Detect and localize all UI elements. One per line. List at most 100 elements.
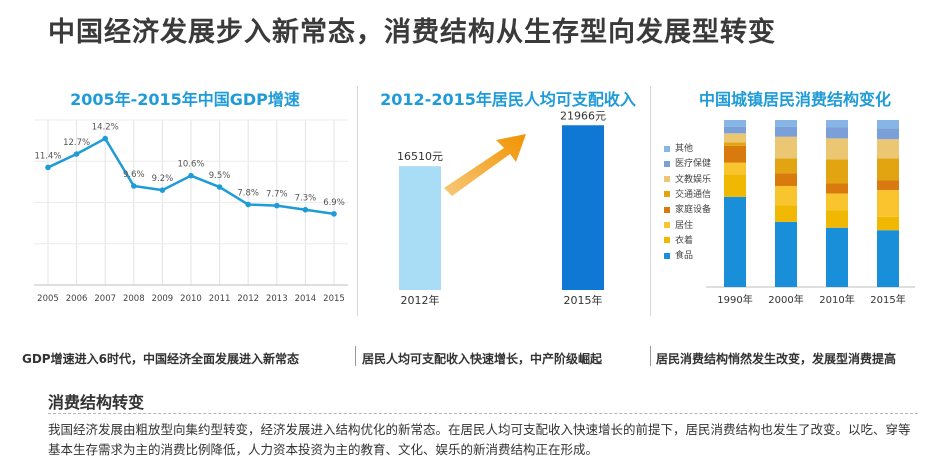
stack-segment-交通通信-2015年 — [877, 158, 899, 181]
caption-separator-2 — [650, 346, 651, 366]
legend-label: 交通通信 — [675, 189, 712, 200]
gdp-point-2006 — [73, 151, 80, 157]
growth-arrow-icon — [444, 134, 526, 196]
legend-item-文教娱乐: 文教娱乐 — [664, 172, 711, 185]
income-chart-title: 2012-2015年居民人均可支配收入 — [380, 90, 636, 109]
gdp-chart-title: 2005年-2015年中国GDP增速 — [70, 90, 300, 109]
gdp-x-tick-2011: 2011 — [209, 294, 231, 304]
legend-item-衣着: 衣着 — [664, 233, 693, 246]
consumption-chart-title: 中国城镇居民消费结构变化 — [698, 90, 891, 109]
stack-segment-衣着-1990年 — [724, 174, 746, 197]
stack-segment-家庭设备-1990年 — [724, 145, 746, 163]
stack-segment-其他-2000年 — [775, 120, 797, 127]
consumption-category-label-1990年: 1990年 — [717, 293, 752, 306]
gdp-x-tick-2008: 2008 — [123, 294, 145, 304]
legend-swatch — [664, 222, 670, 228]
gdp-x-tick-2005: 2005 — [37, 294, 59, 304]
legend-label: 其他 — [675, 144, 694, 154]
legend-item-医疗保健: 医疗保健 — [664, 156, 711, 169]
section-divider — [48, 413, 918, 414]
income-value-label-2015年: 21966元 — [560, 109, 606, 122]
page-title: 中国经济发展步入新常态，消费结构从生存型向发展型转变 — [48, 17, 776, 48]
gdp-x-tick-2014: 2014 — [295, 294, 317, 304]
stack-segment-居住-2000年 — [775, 185, 797, 206]
legend-label: 食品 — [675, 251, 694, 262]
gdp-point-label-2007: 14.2% — [92, 123, 119, 133]
stack-segment-文教娱乐-1990年 — [724, 133, 746, 143]
stack-segment-衣着-2000年 — [775, 205, 797, 222]
gdp-point-label-2010: 10.6% — [177, 160, 204, 170]
gdp-point-label-2015: 6.9% — [323, 198, 345, 208]
legend-swatch — [664, 252, 670, 259]
stack-segment-医疗保健-2000年 — [775, 126, 797, 137]
consumption-category-label-2015年: 2015年 — [870, 293, 905, 306]
stack-segment-居住-2015年 — [877, 190, 899, 217]
gdp-point-2008 — [131, 183, 137, 189]
gdp-point-label-2014: 7.3% — [295, 194, 317, 204]
consumption-caption: 居民消费结构悄然发生改变，发展型消费提高 — [656, 352, 897, 366]
legend-swatch — [664, 145, 670, 152]
legend-label: 家庭设备 — [675, 205, 712, 216]
legend-swatch — [664, 237, 670, 244]
stack-segment-家庭设备-2015年 — [877, 180, 899, 191]
gdp-x-tick-2010: 2010 — [180, 294, 202, 304]
stack-segment-居住-2010年 — [826, 193, 848, 211]
legend-swatch — [664, 191, 670, 198]
stack-segment-文教娱乐-2000年 — [775, 136, 797, 159]
gdp-point-2015 — [331, 211, 337, 217]
gdp-x-tick-2007: 2007 — [94, 294, 116, 304]
stack-segment-食品-1990年 — [724, 196, 746, 287]
gdp-point-2012 — [245, 201, 251, 208]
stack-segment-其他-2015年 — [877, 120, 899, 129]
stack-segment-食品-2000年 — [775, 221, 797, 287]
legend-item-食品: 食品 — [664, 248, 693, 261]
legend-label: 衣着 — [675, 235, 694, 246]
gdp-x-tick-2006: 2006 — [66, 294, 88, 304]
stack-segment-其他-1990年 — [724, 120, 746, 127]
legend-label: 医疗保健 — [675, 159, 712, 170]
stack-segment-文教娱乐-2010年 — [826, 138, 848, 160]
stack-segment-医疗保健-2015年 — [877, 128, 899, 140]
stack-segment-食品-2010年 — [826, 227, 848, 287]
stack-segment-其他-2010年 — [826, 120, 848, 128]
gdp-x-tick-2015: 2015 — [323, 294, 345, 304]
income-caption: 居民人均可支配收入快速增长，中产阶级崛起 — [362, 352, 603, 366]
gdp-point-label-2012: 7.8% — [237, 189, 259, 199]
stack-segment-医疗保健-1990年 — [724, 126, 746, 134]
legend-label: 文教娱乐 — [675, 174, 712, 185]
gdp-point-2013 — [274, 202, 280, 209]
stack-segment-家庭设备-2000年 — [775, 173, 797, 186]
consumption-category-label-2000年: 2000年 — [768, 293, 803, 306]
caption-separator-1 — [355, 346, 356, 366]
consumption-category-label-2010年: 2010年 — [819, 293, 854, 306]
stack-segment-交通通信-1990年 — [724, 142, 746, 146]
income-category-label-2015年: 2015年 — [564, 293, 603, 307]
legend-item-家庭设备: 家庭设备 — [664, 202, 711, 215]
gdp-series-line — [47, 137, 335, 216]
gdp-point-label-2005: 11.4% — [34, 151, 61, 161]
gdp-point-2010 — [188, 172, 194, 179]
gdp-point-2007 — [102, 135, 108, 142]
gdp-x-tick-2012: 2012 — [237, 294, 259, 304]
gdp-point-label-2006: 12.7% — [63, 138, 90, 148]
legend-item-居住: 居住 — [664, 218, 693, 231]
gdp-point-label-2013: 7.7% — [266, 190, 288, 200]
gdp-x-tick-2009: 2009 — [152, 294, 174, 304]
gdp-point-2014 — [302, 206, 309, 213]
stack-segment-交通通信-2010年 — [826, 159, 848, 184]
gdp-point-2009 — [159, 187, 166, 193]
legend-swatch — [664, 206, 670, 213]
section-body: 我国经济发展由粗放型向集约型转变，经济发展进入结构优化的新常态。在居民人均可支配… — [48, 422, 911, 457]
income-bar-2012年 — [399, 166, 441, 290]
stack-segment-文教娱乐-2015年 — [877, 139, 899, 159]
income-value-label-2012年: 16510元 — [397, 150, 443, 163]
income-category-label-2012年: 2012年 — [401, 293, 440, 307]
legend-swatch — [664, 160, 670, 167]
stack-segment-家庭设备-2010年 — [826, 183, 848, 194]
gdp-point-2005 — [45, 164, 51, 171]
stack-segment-居住-1990年 — [724, 162, 746, 175]
section-title: 消费结构转变 — [48, 393, 145, 412]
stack-segment-食品-2015年 — [877, 230, 899, 287]
stack-segment-衣着-2010年 — [826, 210, 848, 228]
panel-divider-2 — [650, 86, 651, 316]
